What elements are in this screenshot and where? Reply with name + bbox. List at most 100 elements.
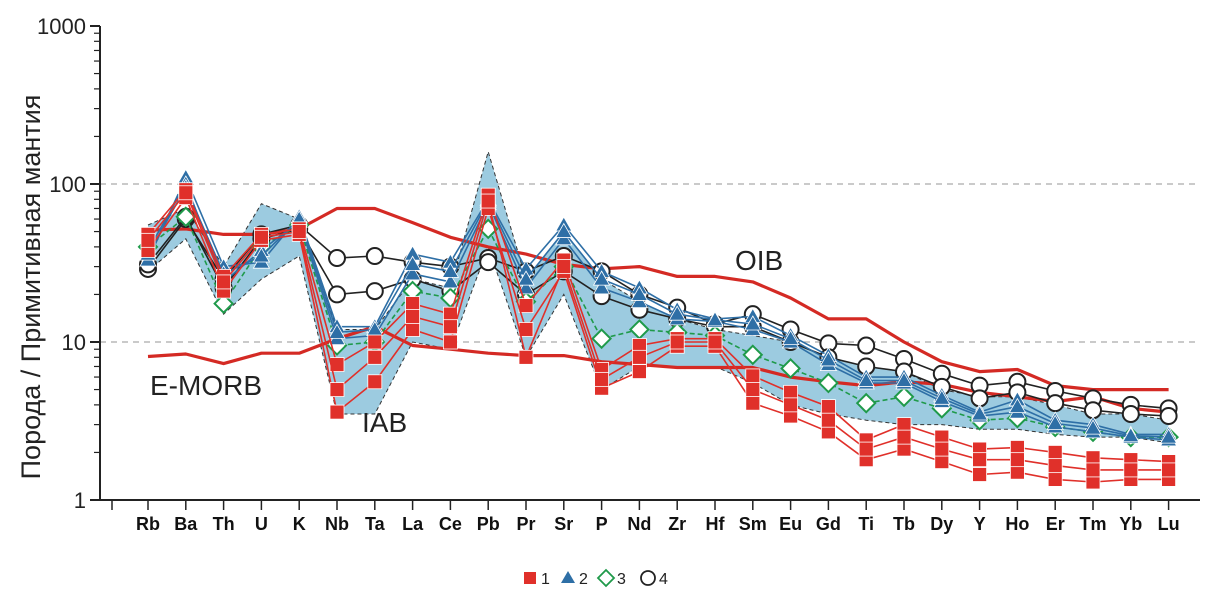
- series-1-point-gd: [821, 412, 836, 428]
- series-1-point-la: [405, 322, 421, 337]
- series-1-point-th: [216, 274, 232, 290]
- series-2-point-zr: [668, 305, 686, 321]
- series-1-point-la: [405, 309, 421, 324]
- x-tick-label-sm: Sm: [739, 514, 767, 534]
- x-tick-label-ce: Ce: [439, 514, 462, 534]
- x-tick-label-th: Th: [213, 514, 235, 534]
- series-3-path: [147, 215, 1169, 438]
- series-1-point-dy: [934, 454, 950, 469]
- x-tick-label-la: La: [402, 514, 424, 534]
- series-1-point-ta: [367, 374, 383, 390]
- series-1-point-tm: [1085, 462, 1101, 478]
- series-4-point-ta: [365, 282, 384, 301]
- x-tick-label-ta: Ta: [365, 514, 386, 534]
- x-tick-label-gd: Gd: [816, 514, 841, 534]
- series-3-point-gd: [817, 372, 839, 394]
- series-1-point-er: [1047, 458, 1063, 474]
- x-tick-label-nd: Nd: [627, 514, 651, 534]
- series-4-path: [147, 217, 1169, 410]
- series-2-point-ce: [441, 273, 460, 289]
- x-tick-label-ti: Ti: [858, 514, 874, 534]
- series-2-point-gd: [819, 351, 838, 367]
- series-1-point-nd: [632, 349, 647, 365]
- series-2-point-tm: [1084, 419, 1102, 435]
- series-4-point-nb: [328, 249, 346, 268]
- x-tick-labels: Rb Ba Th U K Nb Ta La Ce Pb Pr Sr P Nd Zr Hf Sm Eu Gd Ti Tb D…: [136, 514, 1180, 534]
- series-1-point-nd: [632, 364, 647, 379]
- series-2-point-p: [592, 270, 611, 286]
- series-4-path: [147, 215, 1169, 417]
- series-2-point-u: [252, 247, 271, 263]
- x-tick-label-er: Er: [1046, 514, 1065, 534]
- series-4-point-yb: [1121, 405, 1140, 424]
- series-1-point-y: [972, 467, 987, 482]
- series-1-point-ho: [1010, 452, 1025, 468]
- series-1-line-3: [140, 185, 1176, 478]
- series-1-point-eu: [783, 397, 798, 413]
- series-2-point-la: [403, 255, 422, 271]
- sample-series: [137, 168, 1180, 490]
- series-4-point-ta: [365, 247, 384, 266]
- series-1-point-u: [253, 229, 269, 245]
- series-1-point-y: [972, 452, 987, 468]
- series-2-point-p: [592, 279, 611, 295]
- series-2-point-lu: [1159, 428, 1178, 444]
- x-tick-label-hf: Hf: [706, 514, 726, 534]
- series-1-point-sm: [745, 395, 761, 411]
- legend-label-2: 2: [579, 571, 588, 588]
- series-1-point-nb: [329, 382, 345, 397]
- series-1-point-pr: [518, 298, 534, 313]
- series-2-point-dy: [933, 389, 951, 405]
- series-1-point-ce: [442, 319, 458, 335]
- series-2-path: [147, 182, 1169, 441]
- series-1-point-k: [291, 224, 307, 239]
- x-tick-label-rb: Rb: [136, 514, 160, 534]
- series-1-point-ce: [442, 334, 458, 350]
- x-tick-label-lu: Lu: [1158, 514, 1180, 534]
- y-tick-labels: 1 10 100 1000: [37, 14, 86, 513]
- annotation-iab: IAB: [362, 407, 407, 438]
- y-tick-label-100: 100: [49, 172, 86, 197]
- legend-item-1: 1: [524, 571, 550, 588]
- legend-label-4: 4: [659, 571, 668, 588]
- series-1-point-er: [1047, 472, 1063, 487]
- series-2-point-hf: [706, 311, 724, 327]
- x-tick-label-y: Y: [974, 514, 986, 534]
- series-2-point-pr: [517, 279, 535, 295]
- series-4-point-ti: [857, 336, 876, 355]
- series-1-point-nb: [329, 357, 345, 372]
- series-2-point-nb: [328, 323, 346, 339]
- legend-marker-4: [640, 570, 656, 586]
- x-tick-label-pr: Pr: [516, 514, 535, 534]
- series-1-point-rb: [140, 232, 156, 248]
- legend-marker-1: [524, 572, 536, 584]
- series-1-point-hf: [707, 334, 723, 350]
- x-tick-label-dy: Dy: [930, 514, 953, 534]
- series-1-point-zr: [669, 334, 685, 350]
- series-3-point-th: [213, 293, 235, 315]
- series-2-point-pr: [517, 270, 535, 286]
- series-2-point-y: [970, 405, 989, 421]
- series-3-point-p: [591, 328, 613, 350]
- series-1-point-nb: [329, 404, 345, 420]
- x-tick-label-yb: Yb: [1119, 514, 1142, 534]
- x-tick-label-pb: Pb: [477, 514, 500, 534]
- series-1-point-ho: [1010, 464, 1025, 480]
- series-1-point-gd: [821, 399, 836, 415]
- series-1-point-er: [1047, 445, 1063, 460]
- series-2-path: [147, 185, 1169, 438]
- series-4-point-er: [1046, 394, 1065, 413]
- legend-marker-2: [561, 571, 575, 583]
- series-3-point-ti: [855, 392, 877, 414]
- series-1-point-yb: [1123, 462, 1139, 478]
- y-axis-label: Порода / Примитивная мантия: [16, 95, 46, 480]
- series-1-point-sm: [745, 368, 761, 384]
- iab-field-area: [148, 151, 1169, 443]
- series-2-point-sm: [744, 315, 762, 331]
- series-2-point-ti: [857, 371, 875, 387]
- series-3-point-eu: [780, 358, 802, 379]
- axes: [90, 25, 1200, 510]
- series-1-point-la: [405, 296, 421, 311]
- series-2-point-nd: [630, 285, 649, 301]
- series-4-point-pb: [479, 253, 498, 272]
